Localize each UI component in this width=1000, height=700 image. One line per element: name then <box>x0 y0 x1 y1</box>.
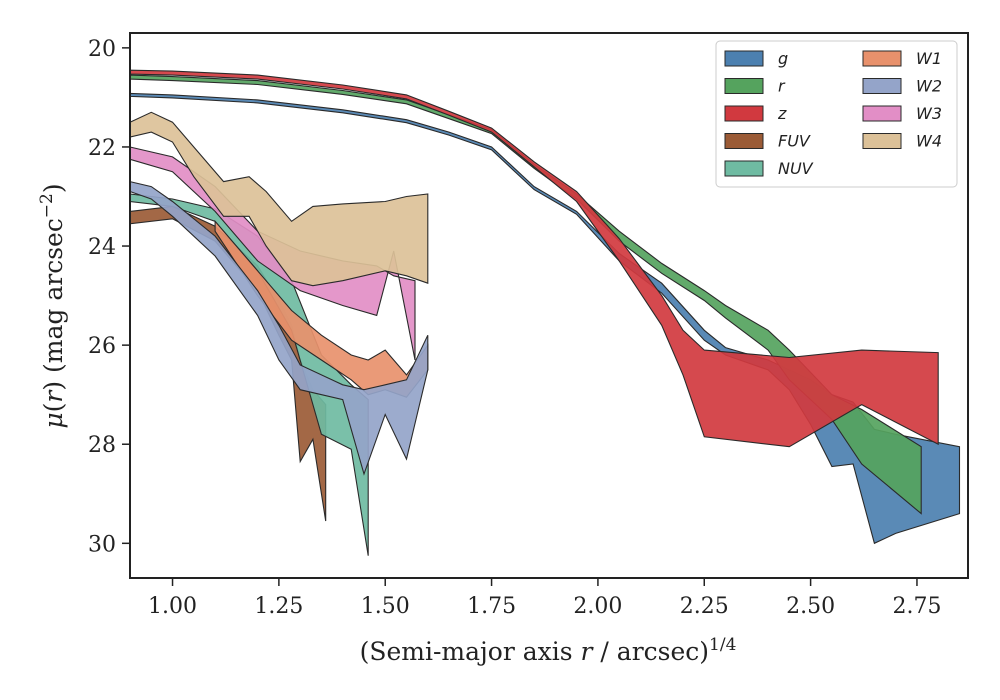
x-tick-label: 1.25 <box>254 594 303 619</box>
legend-swatch-w2 <box>862 78 902 94</box>
legend-swatch-z <box>724 105 764 122</box>
legend-swatch-w3 <box>862 105 902 122</box>
legend-swatch-r <box>724 78 764 94</box>
x-tick-label: 1.75 <box>467 594 516 619</box>
x-tick-label: 1.50 <box>361 594 410 619</box>
legend-label-w1: W1 <box>916 49 942 68</box>
legend-label-r: r <box>778 77 786 96</box>
legend-swatch-g <box>724 50 764 67</box>
band-w4 <box>129 111 429 287</box>
legend-label-g: g <box>778 49 788 68</box>
legend-label-fuv: FUV <box>778 132 811 151</box>
y-axis-ticks: 20 22 24 26 28 30 <box>88 37 130 557</box>
legend: grz FUV NUV W1 W2 W3 W4 <box>715 40 958 188</box>
legend-swatch-fuv <box>724 133 764 149</box>
x-axis-title: (Semi-major axis r / arcsec)1/4 <box>360 635 737 666</box>
legend-label-w3: W3 <box>916 104 942 123</box>
y-tick-label: 22 <box>88 136 116 161</box>
x-tick-label: 2.25 <box>680 594 729 619</box>
y-tick-label: 26 <box>88 334 116 359</box>
band-z <box>129 69 939 448</box>
band-g <box>129 92 961 545</box>
y-tick-label: 28 <box>88 433 116 458</box>
x-tick-label: 2.75 <box>892 594 941 619</box>
legend-swatch-w1 <box>862 50 902 67</box>
legend-box <box>715 40 958 188</box>
legend-swatch-w4 <box>862 133 902 149</box>
x-tick-label: 2.00 <box>573 594 622 619</box>
plot-frame <box>129 32 969 579</box>
band-w2 <box>129 180 429 476</box>
band-layer <box>129 69 961 556</box>
legend-label-nuv: NUV <box>778 159 814 178</box>
x-axis-ticks: 1.00 1.25 1.50 1.75 2.00 2.25 2.50 2.75 <box>148 578 941 619</box>
legend-label-w4: W4 <box>916 132 942 151</box>
x-tick-label: 2.50 <box>786 594 835 619</box>
x-tick-label: 1.00 <box>148 594 197 619</box>
y-tick-label: 20 <box>88 37 116 62</box>
legend-label-w2: W2 <box>916 77 942 96</box>
y-axis-title: μ(r) (mag arcsec−2) <box>37 183 68 428</box>
y-tick-label: 30 <box>88 532 116 557</box>
y-tick-label: 24 <box>88 235 116 260</box>
legend-label-z: z <box>777 104 787 123</box>
legend-swatch-nuv <box>724 160 764 177</box>
